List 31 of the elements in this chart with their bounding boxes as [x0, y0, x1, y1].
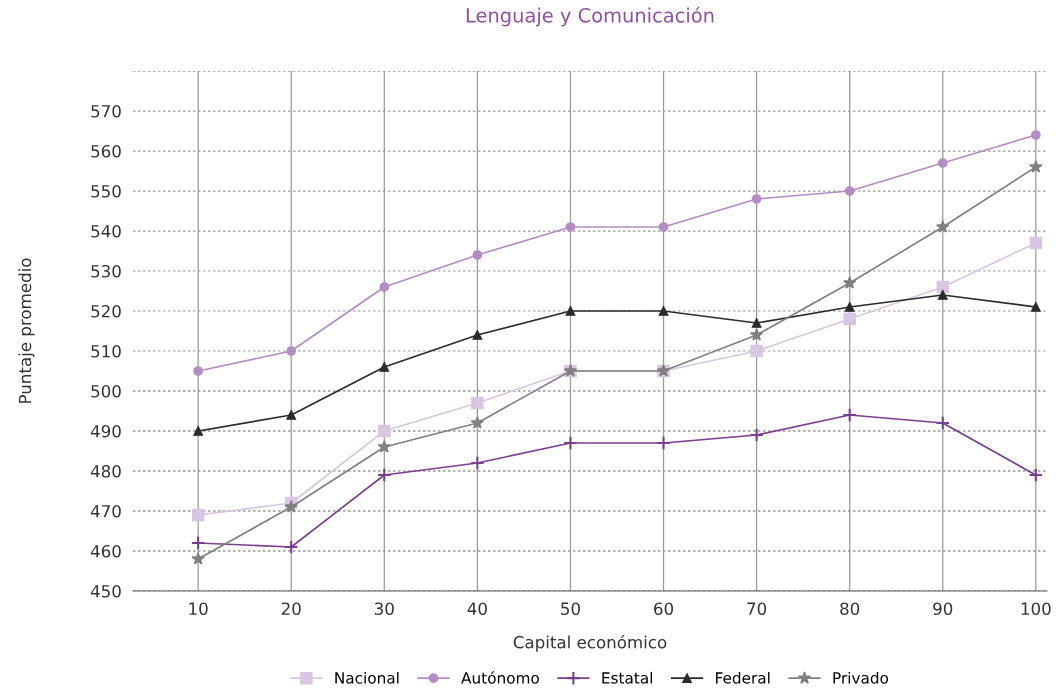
- y-tick-label: 450: [90, 584, 121, 598]
- legend-label: Privado: [833, 671, 889, 684]
- y-tick-label: 490: [90, 424, 121, 438]
- y-tick-label: 520: [91, 304, 121, 318]
- y-tick-label: 540: [91, 224, 121, 238]
- x-tick-label: 20: [281, 602, 301, 616]
- x-tick-label: 10: [189, 602, 208, 616]
- chart-title: Lenguaje y Comunicación: [466, 6, 714, 27]
- x-tick-label: 80: [840, 602, 860, 616]
- y-axis-title: Puntaje promedio: [18, 258, 35, 403]
- x-tick-label: 60: [654, 602, 674, 616]
- y-tick-label: 530: [91, 264, 121, 278]
- y-tick-label: 480: [90, 464, 121, 478]
- x-tick-label: 30: [374, 602, 394, 616]
- x-tick-label: 90: [933, 602, 953, 616]
- y-tick-label: 500: [91, 384, 121, 398]
- y-tick-label: 460: [90, 544, 121, 558]
- legend-label: Nacional: [335, 671, 399, 684]
- y-tick-label: 510: [91, 344, 121, 358]
- x-tick-label: 50: [561, 602, 580, 616]
- x-axis-title: Capital económico: [513, 634, 667, 652]
- y-tick-label: 570: [91, 104, 121, 118]
- y-tick-label: 470: [90, 504, 121, 518]
- y-tick-label: 560: [91, 144, 121, 158]
- legend-label: Autónomo: [461, 671, 539, 684]
- legend-label: Federal: [716, 671, 770, 684]
- x-tick-label: 40: [467, 602, 487, 616]
- x-tick-label: 100: [1021, 602, 1051, 616]
- y-tick-label: 550: [91, 184, 121, 198]
- x-tick-label: 70: [747, 602, 767, 616]
- legend-label: Estatal: [602, 671, 653, 684]
